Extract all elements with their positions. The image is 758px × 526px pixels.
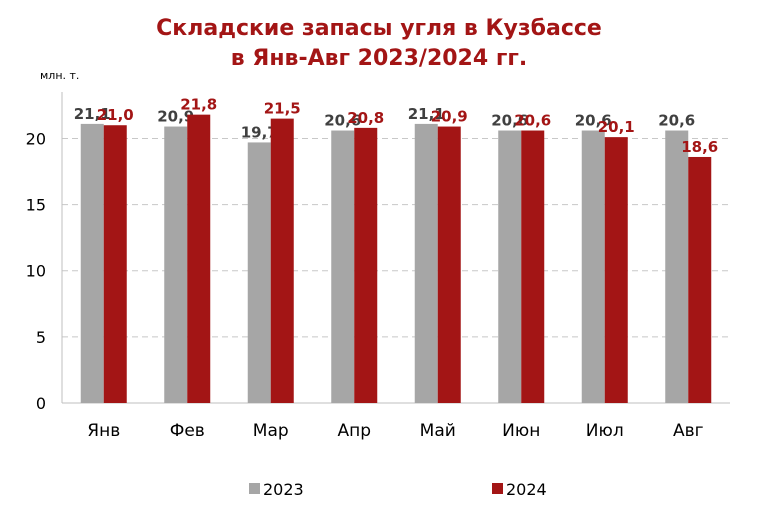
x-tick-label: Июн bbox=[502, 421, 540, 441]
data-label-2024: 18,6 bbox=[681, 138, 718, 156]
legend-swatch-2023 bbox=[249, 483, 260, 494]
bar-2024 bbox=[187, 114, 211, 404]
bar-2024 bbox=[437, 126, 461, 404]
data-label-2023: 19,7 bbox=[241, 123, 278, 141]
bar-2023 bbox=[414, 123, 438, 404]
bar-2023 bbox=[247, 142, 271, 403]
bar-2023 bbox=[80, 123, 104, 404]
data-label-2024: 20,6 bbox=[514, 112, 551, 130]
y-tick-label: 5 bbox=[36, 328, 46, 347]
y-tick-label: 15 bbox=[26, 196, 46, 215]
y-tick-label: 20 bbox=[26, 129, 46, 148]
bar-2024 bbox=[604, 137, 628, 403]
data-label-2023: 20,6 bbox=[324, 112, 361, 130]
bar-2023 bbox=[581, 130, 605, 403]
x-tick-label: Янв bbox=[87, 421, 120, 441]
unit-label: млн. т. bbox=[40, 69, 79, 82]
legend-label-2023: 2023 bbox=[263, 480, 304, 499]
bar-2024 bbox=[354, 127, 378, 403]
data-label-2024: 20,1 bbox=[598, 118, 635, 136]
bar-2024 bbox=[521, 130, 545, 403]
data-label-2023: 21,1 bbox=[408, 105, 445, 123]
legend-label-2024: 2024 bbox=[506, 480, 547, 499]
bar-2024 bbox=[688, 156, 712, 403]
data-label-2024: 21,0 bbox=[97, 106, 134, 124]
bar-2024 bbox=[103, 125, 127, 404]
data-label-2024: 21,8 bbox=[180, 96, 217, 114]
x-tick-label: Апр bbox=[337, 421, 371, 441]
data-label-2023: 21,1 bbox=[74, 105, 111, 123]
data-label-2023: 20,6 bbox=[575, 112, 612, 130]
y-tick-label: 10 bbox=[26, 262, 46, 281]
bar-2023 bbox=[498, 130, 522, 403]
x-tick-label: Май bbox=[420, 421, 456, 441]
bar-2023 bbox=[164, 126, 188, 404]
bar-2023 bbox=[665, 130, 689, 403]
data-label-2024: 20,9 bbox=[431, 108, 468, 126]
bar-2023 bbox=[331, 130, 355, 403]
data-label-2024: 20,8 bbox=[347, 109, 384, 127]
x-tick-label: Фев bbox=[170, 421, 205, 441]
x-tick-label: Мар bbox=[253, 421, 289, 441]
y-tick-label: 0 bbox=[36, 394, 46, 413]
data-label-2023: 20,9 bbox=[157, 108, 194, 126]
bar-2024 bbox=[270, 118, 294, 403]
data-label-2023: 20,6 bbox=[658, 112, 695, 130]
data-label-2024: 21,5 bbox=[264, 100, 301, 118]
chart-title-line-1: Складские запасы угля в Кузбассе bbox=[156, 16, 602, 41]
x-tick-label: Авг bbox=[673, 421, 704, 441]
legend-swatch-2024 bbox=[492, 483, 503, 494]
data-label-2023: 20,6 bbox=[491, 112, 528, 130]
x-tick-label: Июл bbox=[586, 421, 624, 441]
chart-title-line-2: в Янв-Авг 2023/2024 гг. bbox=[230, 46, 528, 71]
